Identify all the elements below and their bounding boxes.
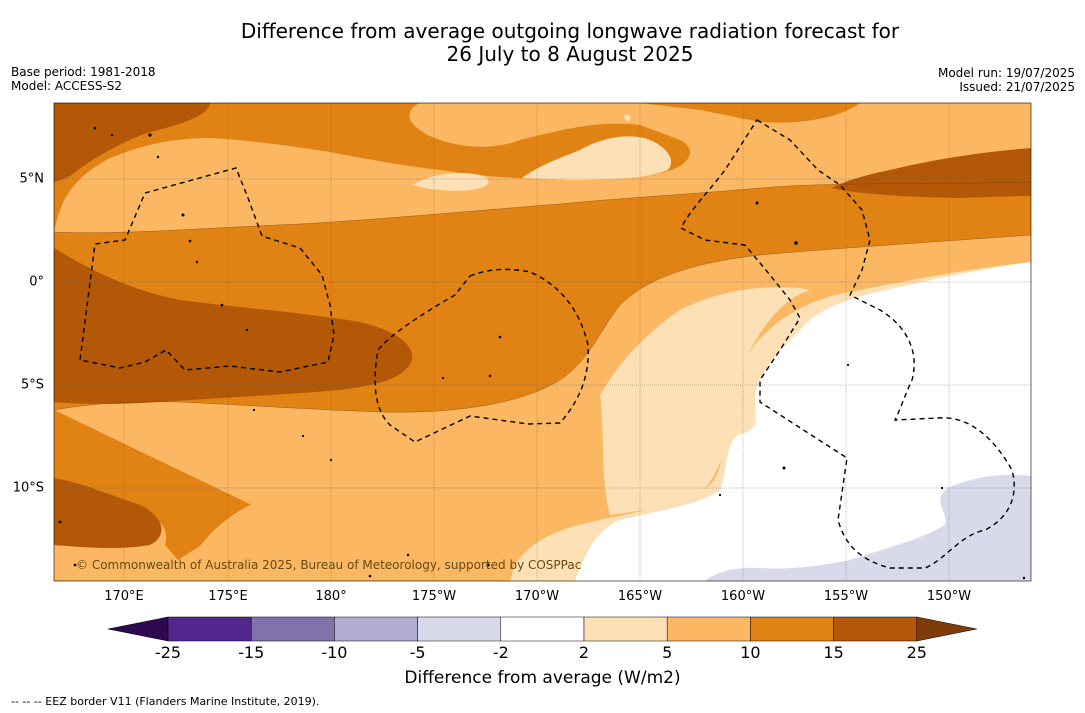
- lat-tick-10s: 10°S: [12, 480, 44, 496]
- colorbar-tick: 15: [823, 643, 844, 662]
- base-period: Base period: 1981-2018: [11, 65, 156, 79]
- lon-tick-175w: 175°W: [411, 589, 457, 604]
- meta-left: Base period: 1981-2018 Model: ACCESS-S2: [11, 65, 156, 93]
- colorbar-segment: [417, 616, 502, 642]
- colorbar-segment: [500, 616, 585, 642]
- field-15-25-west: [54, 248, 413, 404]
- colorbar-segment: [750, 616, 834, 642]
- lon-tick-180: 180°: [315, 589, 347, 604]
- lat-tick-5s: 5°S: [20, 377, 44, 393]
- colorbar-tick: 5: [662, 643, 673, 662]
- colorbar-tick: 25: [906, 643, 927, 662]
- graticule: [54, 103, 1031, 581]
- lon-tick-160w: 160°W: [720, 589, 766, 604]
- island-markers: [58, 126, 1026, 580]
- field-2-5-wedge: [600, 287, 810, 515]
- lon-tick-165w: 165°W: [617, 589, 663, 604]
- colorbar-tick: -5: [409, 643, 426, 662]
- lon-tick-175e: 175°E: [208, 589, 248, 604]
- map-title: Difference from average outgoing longwav…: [0, 20, 1085, 66]
- title-line-1: Difference from average outgoing longwav…: [240, 19, 900, 43]
- colorbar-tick: -2: [492, 643, 509, 662]
- lon-tick-150w: 150°W: [926, 589, 972, 604]
- colorbar-tick: 2: [578, 643, 590, 662]
- lon-tick-170w: 170°W: [514, 589, 560, 604]
- field-15-25-nw: [54, 103, 210, 182]
- eez-borders: [79, 119, 1015, 569]
- contour-lines: [54, 181, 1031, 413]
- copyright-notice: © Commonwealth of Australia 2025, Bureau…: [76, 558, 582, 572]
- colorbar-segment: [250, 616, 335, 642]
- map-frame: [53, 102, 1032, 582]
- olr-anomaly-map: [53, 102, 1032, 582]
- field-2-5-ne-patch: [624, 114, 631, 121]
- colorbar-segment: [334, 616, 418, 642]
- issued-date: Issued: 21/07/2025: [959, 80, 1075, 94]
- colorbar-label: Difference from average (W/m2): [404, 668, 681, 688]
- colorbar-segment: [833, 616, 918, 642]
- model-run: Model run: 19/07/2025: [937, 66, 1075, 80]
- field-2-5-north: [522, 136, 672, 180]
- colorbar-segments: [107, 616, 977, 642]
- eez-kiribati-phoenix: [374, 268, 589, 443]
- lat-tick-5n: 5°N: [19, 171, 45, 187]
- field-2-5-north-small: [412, 173, 489, 191]
- lat-tick-0: 0°: [29, 274, 44, 290]
- eez-footnote: -- -- -- EEZ border V11 (Flanders Marine…: [11, 695, 320, 708]
- colorbar-extend-low: [107, 616, 169, 642]
- field-15-25-sw: [54, 478, 162, 549]
- colorbar-segment: [167, 616, 252, 642]
- meta-right: Model run: 19/07/2025 Issued: 21/07/2025: [938, 66, 1075, 94]
- colorbar-tick: -10: [321, 643, 348, 662]
- field-15-25-ne: [832, 148, 1031, 198]
- title-line-2: 26 July to 8 August 2025: [446, 42, 694, 66]
- colorbar-tick: -15: [238, 643, 265, 662]
- colorbar-tick: 10: [740, 643, 761, 662]
- anomaly-fields: [54, 103, 1031, 581]
- colorbar: [107, 616, 977, 642]
- field-neg-5-2: [705, 474, 1031, 581]
- eez-kiribati-line: [680, 119, 1015, 569]
- field-neutral-east: [575, 262, 1031, 581]
- eez-kiribati-gilbert: [79, 167, 335, 373]
- colorbar-segment: [583, 616, 668, 642]
- field-5-10-ne-patch: [910, 115, 1031, 144]
- colorbar-extend-high: [916, 616, 977, 642]
- colorbar-segment: [666, 616, 751, 642]
- colorbar-tick: -25: [154, 643, 182, 662]
- lon-tick-170e: 170°E: [104, 589, 144, 604]
- field-5-10-north: [54, 103, 1031, 233]
- model-name: Model: ACCESS-S2: [11, 79, 123, 93]
- lon-tick-155w: 155°W: [823, 589, 869, 604]
